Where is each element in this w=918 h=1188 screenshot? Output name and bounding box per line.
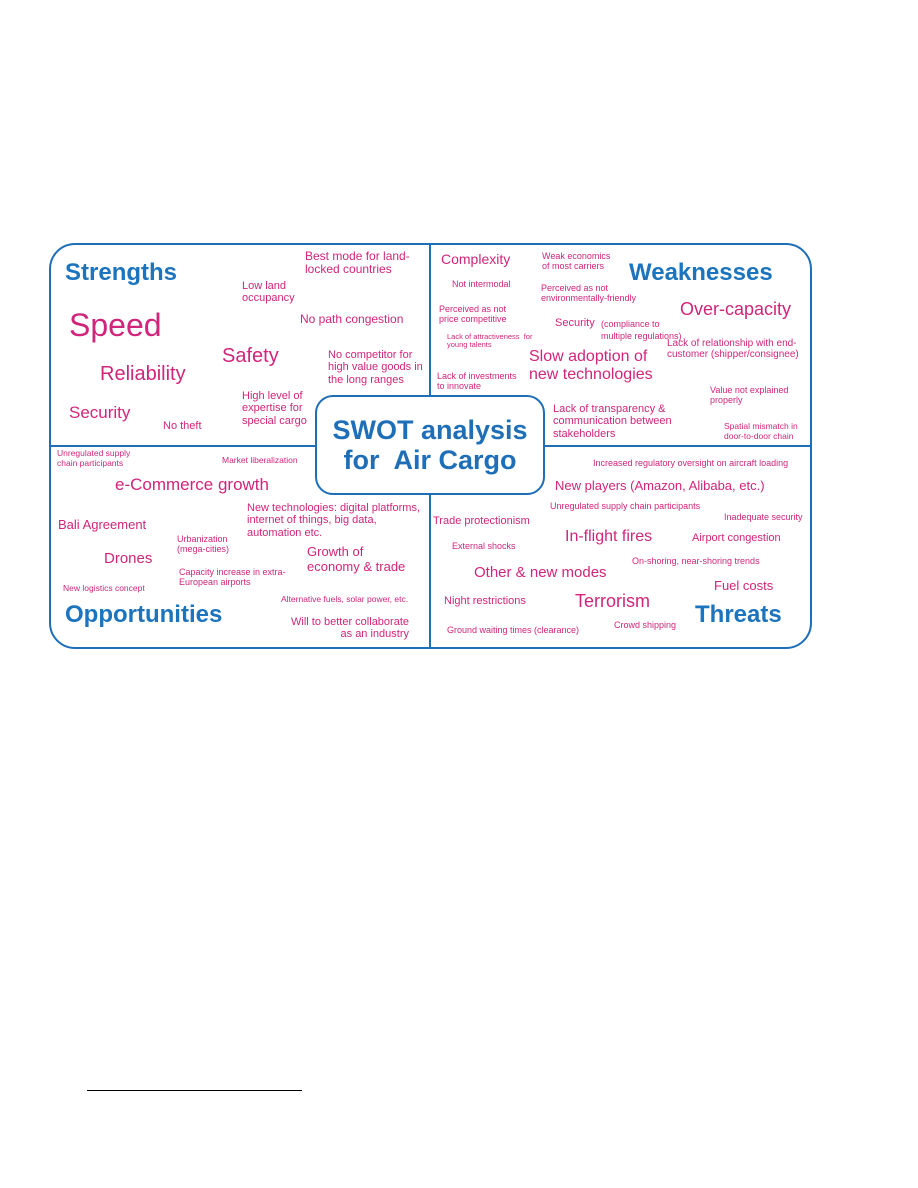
weakness-spatial: Spatial mismatch in door-to-door chain — [724, 421, 798, 441]
weakness-weak-economics: Weak economics of most carriers — [542, 251, 611, 272]
opportunity-alt-fuels: Alternative fuels, solar power, etc. — [281, 594, 409, 604]
strength-reliability: Reliability — [100, 363, 186, 385]
opportunity-collaborate: Will to better collaborate as an industr… — [291, 616, 409, 641]
swot-title-line1: SWOT analysis — [332, 415, 528, 445]
weakness-overcapacity: Over-capacity — [680, 299, 792, 319]
strength-no-theft: No theft — [163, 420, 202, 432]
weakness-lack-relationship: Lack of relationship with end- customer … — [667, 338, 799, 361]
threat-unregulated: Unregulated supply chain participants — [550, 501, 701, 511]
threat-other-modes: Other & new modes — [474, 564, 607, 581]
opportunity-new-logistics: New logistics concept — [63, 583, 145, 593]
threat-inflight: In-flight fires — [565, 528, 653, 545]
weakness-lack-invest: Lack of investments to innovate — [437, 371, 517, 392]
weakness-lack-attract: Lack of attractiveness for young talents — [447, 332, 533, 350]
strength-no-competitor: No competitor for high value goods in th… — [328, 349, 423, 386]
weakness-complexity: Complexity — [441, 251, 511, 267]
weakness-value-not: Value not explained properly — [710, 385, 789, 406]
opportunity-ecommerce: e-Commerce growth — [115, 475, 269, 494]
strength-safety: Safety — [222, 345, 279, 367]
weakness-lack-transparency: Lack of transparency & communication bet… — [553, 403, 672, 440]
strength-speed: Speed — [69, 307, 162, 343]
strength-high-level: High level of expertise for special carg… — [242, 390, 307, 427]
weakness-not-intermodal: Not intermodal — [452, 279, 511, 289]
threat-external: External shocks — [452, 541, 516, 551]
threats-heading: Threats — [695, 601, 782, 628]
footnote-separator — [87, 1090, 302, 1091]
opportunity-unregulated: Unregulated supply chain participants — [57, 448, 131, 468]
weakness-slow-adoption: Slow adoption of new technologies — [529, 348, 653, 383]
weakness-security: Security — [555, 317, 595, 329]
threat-protectionism: Trade protectionism — [433, 515, 530, 527]
weakness-not-env: Perceived as not environmentally-friendl… — [541, 283, 637, 304]
opportunity-market-lib: Market liberalization — [222, 455, 298, 465]
strength-security: Security — [69, 403, 131, 422]
strength-no-path: No path congestion — [300, 312, 404, 326]
opportunity-bali: Bali Agreement — [58, 517, 147, 532]
weakness-not-price: Perceived as not price competitive — [439, 304, 507, 325]
threat-new-players: New players (Amazon, Alibaba, etc.) — [555, 478, 765, 493]
opportunity-new-tech: New technologies: digital platforms, int… — [247, 502, 421, 539]
opportunity-drones: Drones — [104, 550, 153, 567]
opportunities-heading: Opportunities — [65, 601, 223, 628]
weaknesses-heading: Weaknesses — [629, 259, 773, 286]
threat-terrorism: Terrorism — [575, 591, 650, 611]
threat-regulatory: Increased regulatory oversight on aircra… — [593, 458, 789, 468]
opportunity-urbanization: Urbanization (mega-cities) — [177, 534, 230, 555]
weakness-security-note: (compliance to multiple regulations) — [601, 319, 682, 341]
threat-inadequate-security: Inadequate security — [724, 512, 803, 522]
threat-ground: Ground waiting times (clearance) — [447, 625, 580, 635]
threat-airport-congestion: Airport congestion — [692, 532, 781, 544]
strength-best-mode: Best mode for land- locked countries — [305, 249, 410, 277]
threat-fuel: Fuel costs — [714, 578, 774, 593]
threat-night: Night restrictions — [444, 595, 526, 607]
opportunity-growth: Growth of economy & trade — [307, 544, 406, 574]
swot-title-line2: for Air Cargo — [343, 445, 517, 475]
swot-title-box: SWOT analysis for Air Cargo — [315, 395, 545, 495]
threat-crowd: Crowd shipping — [614, 620, 677, 630]
strengths-heading: Strengths — [65, 259, 178, 286]
strength-low-land: Low land occupancy — [242, 280, 295, 305]
threat-onshoring: On-shoring, near-shoring trends — [632, 556, 760, 566]
opportunity-capacity: Capacity increase in extra- European air… — [179, 567, 286, 588]
